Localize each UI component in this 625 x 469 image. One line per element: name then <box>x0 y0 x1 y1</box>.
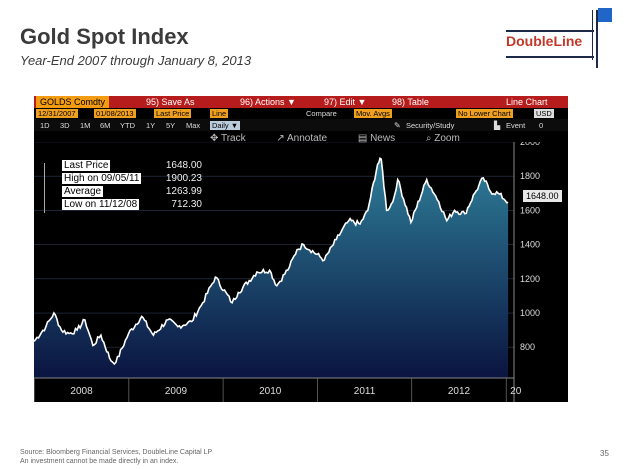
legend-average: Average 1263.99 <box>62 186 202 197</box>
event-icon: ▙ <box>494 121 501 130</box>
security-study-button[interactable]: Security/Study <box>406 121 455 130</box>
ticker-field[interactable]: GOLDS Comdty <box>36 96 110 108</box>
legend-high: High on 09/05/11 1900.23 <box>62 173 202 184</box>
frequency-select[interactable]: Daily ▼ <box>210 121 241 130</box>
y-tick-label: 1000 <box>520 308 540 318</box>
currency-select[interactable]: USD <box>534 109 554 118</box>
security-study-icon: ✎ <box>394 121 401 130</box>
terminal-toolbar: GOLDS Comdty 95) Save As 96) Actions ▼ 9… <box>34 96 568 108</box>
edit-menu[interactable]: 97) Edit ▼ <box>324 97 367 107</box>
logo-text: DoubleLine <box>506 33 583 49</box>
chart-type-label: Line Chart <box>506 97 548 107</box>
y-tick-label: 1600 <box>520 205 540 215</box>
slide-title: Gold Spot Index <box>20 24 189 49</box>
slide-subtitle: Year-End 2007 through January 8, 2013 <box>20 53 252 68</box>
actions-menu[interactable]: 96) Actions ▼ <box>240 97 296 107</box>
period-bar: 1D 3D 1M 6M YTD 1Y 5Y Max Daily ▼ ✎ Secu… <box>34 119 568 131</box>
save-as-menu[interactable]: 95) Save As <box>146 97 195 107</box>
disclaimer: An investment cannot be made directly in… <box>20 458 179 465</box>
compare-button[interactable]: Compare <box>306 109 337 118</box>
price-area <box>34 158 509 378</box>
news-tool[interactable]: ▤ News <box>357 133 396 144</box>
price-line <box>34 157 509 366</box>
chart-legend: Last Price 1648.00 High on 09/05/11 1900.2… <box>40 159 206 215</box>
period-1y[interactable]: 1Y <box>146 121 156 130</box>
period-6m[interactable]: 6M <box>100 121 111 130</box>
bloomberg-terminal-chart: GOLDS Comdty 95) Save As 96) Actions ▼ 9… <box>34 96 568 402</box>
chart-toolbar: ✥ Track ↗ Annotate ▤ News ⌕ Zoom <box>210 133 488 144</box>
period-5y[interactable]: 5Y <box>166 121 176 130</box>
table-menu[interactable]: 98) Table <box>392 97 429 107</box>
annotate-tool[interactable]: ↗ Annotate <box>276 133 328 144</box>
source-note: Source: Bloomberg Financial Services, Do… <box>20 449 213 456</box>
track-tool[interactable]: ✥ Track <box>210 133 246 144</box>
x-tick-label: 2008 <box>70 386 93 397</box>
event-count: 0 <box>539 121 544 130</box>
y-tick-label: 800 <box>520 342 535 352</box>
x-tick-label: 2012 <box>448 386 471 397</box>
event-label[interactable]: Event <box>506 121 526 130</box>
legend-last-price: Last Price 1648.00 <box>62 160 202 171</box>
lower-chart-select[interactable]: No Lower Chart <box>456 109 513 118</box>
period-max[interactable]: Max <box>186 121 201 130</box>
x-tick-label: 2009 <box>165 386 188 397</box>
y-axis: 800 1000 1200 1400 1600 1800 2000 <box>513 142 540 402</box>
x-tick-label: 20 <box>510 386 522 397</box>
x-tick-label: 2010 <box>259 386 282 397</box>
y-tick-label: 1200 <box>520 274 540 284</box>
end-date-field[interactable]: 01/08/2013 <box>94 109 136 118</box>
page-number: 35 <box>600 449 609 458</box>
y-tick-label: 1800 <box>520 171 540 181</box>
x-tick-label: 2011 <box>354 386 376 397</box>
last-price-tag: 1648.00 <box>523 190 562 202</box>
period-1m[interactable]: 1M <box>80 121 91 130</box>
chart-style-select[interactable]: Line <box>210 109 229 118</box>
period-1d[interactable]: 1D <box>40 121 50 130</box>
y-tick-label: 1400 <box>520 240 540 250</box>
field-select[interactable]: Last Price <box>154 109 192 118</box>
start-date-field[interactable]: 12/31/2007 <box>36 109 78 118</box>
y-tick-label: 2000 <box>520 142 540 147</box>
doubleline-logo: DoubleLine <box>506 8 612 68</box>
period-ytd[interactable]: YTD <box>120 121 135 130</box>
settings-bar: 12/31/2007 01/08/2013 Last Price Line Co… <box>34 108 568 119</box>
legend-low: Low on 11/12/08 712.30 <box>62 199 202 210</box>
mov-avgs-button[interactable]: Mov. Avgs <box>354 109 392 118</box>
x-axis: 2008 2009 2010 2011 2012 20 <box>34 377 522 402</box>
period-3d[interactable]: 3D <box>60 121 70 130</box>
zoom-tool[interactable]: ⌕ Zoom <box>425 133 460 144</box>
